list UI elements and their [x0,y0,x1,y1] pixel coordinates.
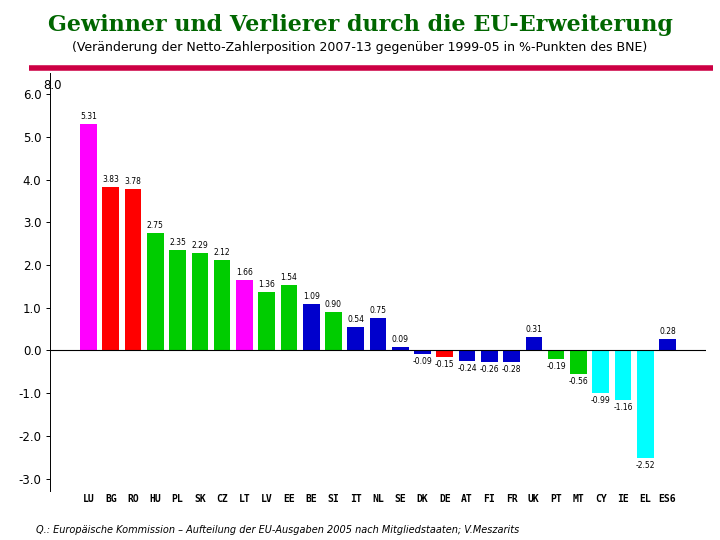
Bar [214,260,230,350]
Bar [615,350,631,400]
Text: 5.31: 5.31 [80,112,97,121]
Bar [102,187,119,350]
Bar [169,250,186,350]
Text: -0.56: -0.56 [569,377,588,387]
Bar [526,338,542,350]
Bar [637,350,654,458]
Bar [258,292,275,350]
Text: 2.29: 2.29 [192,241,208,249]
Text: -0.19: -0.19 [546,362,566,370]
Bar [503,350,520,362]
Text: Gewinner und Verlierer durch die EU-Erweiterung: Gewinner und Verlierer durch die EU-Erwe… [48,14,672,36]
Bar [436,350,453,357]
Text: 1.36: 1.36 [258,280,275,289]
Text: 0.90: 0.90 [325,300,342,309]
Bar [414,350,431,354]
Text: -0.24: -0.24 [457,364,477,373]
Text: -0.15: -0.15 [435,360,454,369]
Text: 0.75: 0.75 [369,307,387,315]
Text: 1.66: 1.66 [236,268,253,276]
Bar [570,350,587,374]
Text: 1.54: 1.54 [281,273,297,282]
Bar [459,350,475,361]
Bar [125,189,141,350]
Text: 2.12: 2.12 [214,248,230,257]
Text: -2.52: -2.52 [636,461,655,470]
Text: 1.09: 1.09 [303,292,320,301]
Text: 0.28: 0.28 [659,327,676,335]
Bar [481,350,498,362]
Text: -0.09: -0.09 [413,357,433,366]
Text: -0.26: -0.26 [480,364,499,374]
Text: -1.16: -1.16 [613,403,633,412]
Text: -0.99: -0.99 [591,396,611,405]
Text: 0.31: 0.31 [526,325,542,334]
Text: -0.28: -0.28 [502,366,521,374]
Bar [303,304,320,350]
Bar [192,253,208,350]
Text: Q.: Europäische Kommission – Aufteilung der EU-Ausgaben 2005 nach Mitgliedstaate: Q.: Europäische Kommission – Aufteilung … [36,524,519,535]
Bar [281,285,297,350]
Bar [392,347,409,350]
Text: 2.75: 2.75 [147,221,163,230]
Text: 8.0: 8.0 [43,79,62,92]
Bar [347,327,364,350]
Bar [325,312,342,350]
Bar [548,350,564,359]
Bar [369,319,387,350]
Text: 3.83: 3.83 [102,175,120,184]
Bar [593,350,609,393]
Bar [659,339,676,350]
Text: (Veränderung der Netto-Zahlerposition 2007-13 gegenüber 1999-05 in %-Punkten des: (Veränderung der Netto-Zahlerposition 20… [73,40,647,53]
Bar [236,280,253,350]
Bar [80,124,97,350]
Text: 3.78: 3.78 [125,177,142,186]
Bar [147,233,163,350]
Text: 0.54: 0.54 [347,315,364,325]
Text: 2.35: 2.35 [169,238,186,247]
Text: 0.09: 0.09 [392,335,409,343]
